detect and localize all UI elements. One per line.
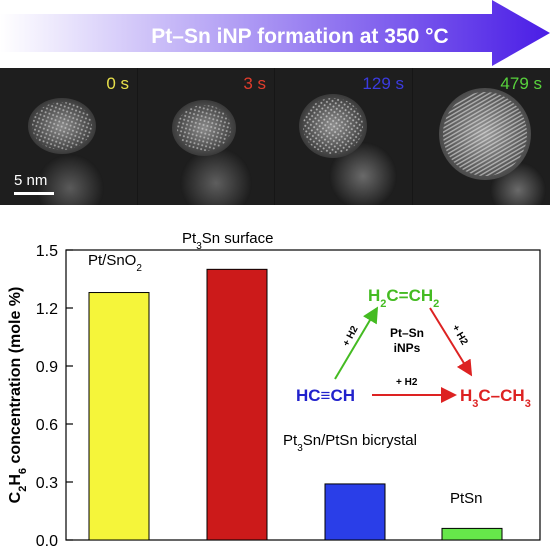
tem-image-479s (413, 68, 550, 205)
tem-time-label: 3 s (243, 74, 266, 93)
tem-panel-0s: 5 nm 0 s (0, 68, 137, 205)
ethane-formula: H3C–CH3 (460, 386, 531, 410)
banner-arrow: Pt–Sn iNP formation at 350 °C (0, 0, 550, 66)
reaction-scheme: + H2 + H2 + H2 Pt–Sn iNPs HC≡CH H2C=CH2 … (296, 286, 531, 410)
y-axis-label: C2H6 concentration (mole %) (7, 287, 29, 504)
acetylene-formula: HC≡CH (296, 386, 355, 405)
scale-bar-label: 5 nm (14, 172, 48, 189)
tem-panel-129s: 129 s (275, 68, 412, 205)
catalyst-label-line1: Pt–Sn (390, 326, 424, 340)
bar-label: Pt3Sn surface (182, 230, 273, 252)
tem-panel-479s: 479 s (413, 68, 550, 205)
ethylene-formula: H2C=CH2 (368, 286, 439, 310)
bars (88, 268, 503, 541)
tem-image-0s (0, 68, 137, 205)
y-tick-label: 0.9 (36, 359, 58, 376)
tem-image-strip: 5 nm 0 s 3 s (0, 68, 550, 205)
tem-time-label: 129 s (362, 74, 404, 93)
tem-image-129s (275, 68, 412, 205)
banner-title: Pt–Sn iNP formation at 350 °C (151, 25, 448, 48)
bar (324, 483, 386, 541)
y-tick-label: 1.5 (36, 243, 58, 260)
bar (88, 292, 150, 541)
scale-bar (14, 192, 54, 195)
plot-area (65, 249, 541, 541)
bar-label: Pt3Sn/PtSn bicrystal (283, 432, 417, 454)
arrow-acetylene-to-ethylene (334, 306, 379, 380)
bar-labels: Pt/SnO2 Pt3Sn surface Pt3Sn/PtSn bicrystal… (88, 230, 483, 507)
plot-frame (65, 249, 541, 541)
y-axis-ticks: 0.0 0.3 0.6 0.9 1.2 1.5 (36, 243, 73, 547)
bar (441, 527, 503, 541)
tem-time-label: 0 s (106, 74, 129, 93)
bar-label: PtSn (450, 490, 483, 507)
catalyst-label-line2: iNPs (394, 341, 421, 355)
arrow-ethylene-to-ethane (429, 307, 473, 377)
banner-arrow-shape (0, 0, 550, 66)
h2-label-left: + H2 (341, 324, 361, 348)
tem-panel-3s: 3 s (138, 68, 274, 205)
y-tick-label: 0.0 (36, 533, 58, 547)
y-tick-label: 0.3 (36, 475, 58, 492)
bar-label: Pt/SnO2 (88, 252, 142, 274)
y-tick-label: 1.2 (36, 301, 58, 318)
h2-label-bottom: + H2 (396, 377, 418, 388)
y-tick-label: 0.6 (36, 417, 58, 434)
tem-time-label: 479 s (500, 74, 542, 93)
tem-image-3s (138, 68, 274, 205)
bar (206, 268, 268, 541)
